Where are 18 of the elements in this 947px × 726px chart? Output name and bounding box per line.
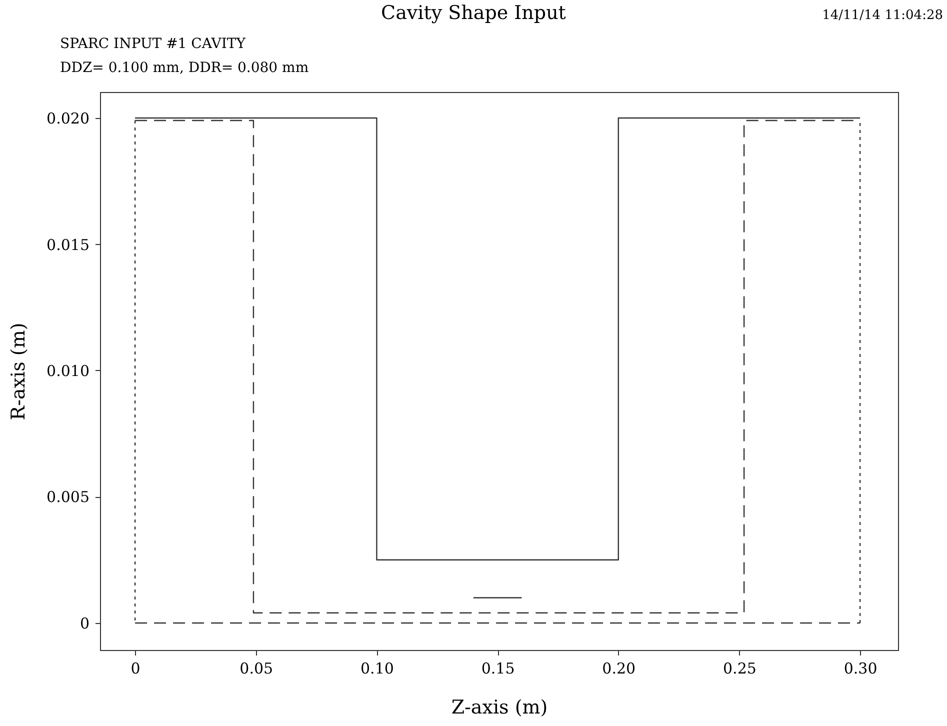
y-axis-title: R-axis (m) bbox=[8, 322, 30, 420]
x-tick-label: 0.30 bbox=[844, 660, 878, 678]
y-tick-label: 0 bbox=[80, 614, 90, 632]
x-tick-label: 0.10 bbox=[360, 660, 394, 678]
x-tick-label: 0.25 bbox=[723, 660, 756, 678]
chart-subtitle: SPARC INPUT #1 CAVITY bbox=[60, 36, 246, 52]
chart-title: Cavity Shape Input bbox=[381, 2, 566, 24]
y-tick-label: 0.005 bbox=[46, 488, 90, 506]
x-tick-label: 0.20 bbox=[602, 660, 636, 678]
y-tick-label: 0.020 bbox=[46, 110, 90, 128]
x-tick-label: 0 bbox=[130, 660, 140, 678]
x-axis-title: Z-axis (m) bbox=[451, 696, 548, 718]
x-tick-label: 0.15 bbox=[481, 660, 515, 678]
y-tick-label: 0.015 bbox=[46, 236, 90, 254]
x-tick-label: 0.05 bbox=[240, 660, 274, 678]
text: 14/11/14 11:04:28 bbox=[822, 8, 943, 23]
text: DDZ= 0.100 mm, DDR= 0.080 mm bbox=[60, 60, 309, 76]
y-tick-label: 0.010 bbox=[46, 362, 90, 380]
